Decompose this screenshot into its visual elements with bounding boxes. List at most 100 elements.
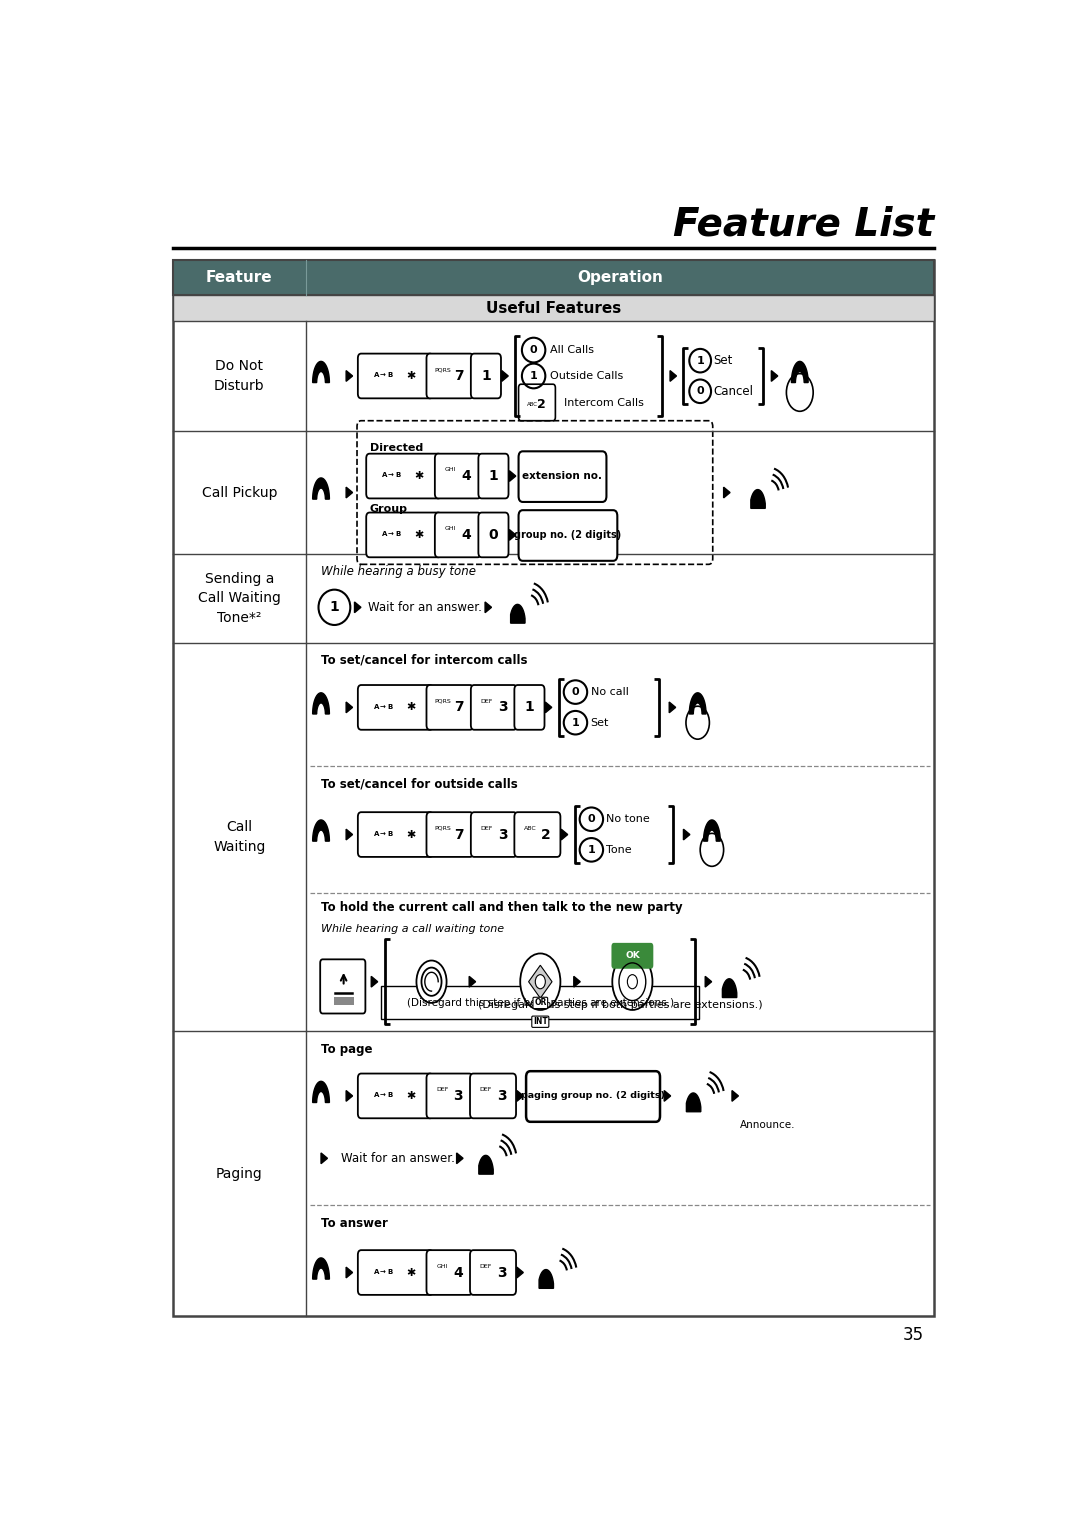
Polygon shape xyxy=(732,1090,739,1101)
Text: Intercom Calls: Intercom Calls xyxy=(564,398,644,408)
Polygon shape xyxy=(573,977,580,988)
Text: OK: OK xyxy=(625,951,639,960)
Polygon shape xyxy=(346,1268,352,1278)
Text: ✱: ✱ xyxy=(415,531,423,540)
FancyBboxPatch shape xyxy=(526,1072,660,1122)
Text: 2: 2 xyxy=(537,398,545,411)
Text: $\mathbf{A{\to}B}$: $\mathbf{A{\to}B}$ xyxy=(373,1268,393,1275)
Ellipse shape xyxy=(522,364,545,388)
Text: DEF: DEF xyxy=(480,1087,492,1092)
Text: DEF: DEF xyxy=(480,1263,492,1269)
Polygon shape xyxy=(670,370,676,381)
Text: To set/cancel for intercom calls: To set/cancel for intercom calls xyxy=(321,654,527,667)
Text: 1: 1 xyxy=(571,717,579,728)
Bar xyxy=(173,260,934,295)
Circle shape xyxy=(417,960,446,1003)
Text: 3: 3 xyxy=(498,827,508,841)
Text: Cancel: Cancel xyxy=(714,385,754,398)
Text: $\mathbf{A{\to}B}$: $\mathbf{A{\to}B}$ xyxy=(381,529,402,538)
Text: GHI: GHI xyxy=(445,526,457,531)
Circle shape xyxy=(521,954,561,1011)
Polygon shape xyxy=(703,820,720,841)
Polygon shape xyxy=(312,693,329,714)
Polygon shape xyxy=(528,965,552,998)
Circle shape xyxy=(612,954,652,1011)
Text: 1: 1 xyxy=(481,368,490,382)
Text: Set: Set xyxy=(591,717,609,728)
Polygon shape xyxy=(751,489,766,508)
Text: $\mathbf{A{\to}B}$: $\mathbf{A{\to}B}$ xyxy=(373,829,393,838)
Ellipse shape xyxy=(580,807,603,832)
Ellipse shape xyxy=(522,338,545,362)
Polygon shape xyxy=(687,1093,701,1112)
FancyBboxPatch shape xyxy=(427,685,473,729)
Circle shape xyxy=(786,373,813,411)
Text: 2: 2 xyxy=(541,827,551,841)
Polygon shape xyxy=(478,1156,494,1174)
Polygon shape xyxy=(539,1269,553,1289)
Circle shape xyxy=(686,706,710,739)
Text: 7: 7 xyxy=(454,368,463,382)
Text: Sending a
Call Waiting
Tone*²: Sending a Call Waiting Tone*² xyxy=(198,572,281,625)
Text: (Disregard this step if both parties are extensions.): (Disregard this step if both parties are… xyxy=(407,998,674,1008)
Text: Feature: Feature xyxy=(206,271,272,286)
Polygon shape xyxy=(517,1268,524,1278)
FancyBboxPatch shape xyxy=(518,384,555,420)
Text: 3: 3 xyxy=(454,1089,463,1102)
Polygon shape xyxy=(312,820,329,841)
Text: 1: 1 xyxy=(525,700,535,714)
Text: ✱: ✱ xyxy=(406,1090,416,1101)
Text: To set/cancel for outside calls: To set/cancel for outside calls xyxy=(321,777,517,790)
Text: 1: 1 xyxy=(488,469,498,483)
FancyBboxPatch shape xyxy=(366,454,442,498)
Polygon shape xyxy=(457,1153,463,1164)
Text: GHI: GHI xyxy=(445,468,457,472)
Ellipse shape xyxy=(564,711,588,734)
FancyBboxPatch shape xyxy=(427,353,473,399)
Polygon shape xyxy=(354,602,361,613)
Polygon shape xyxy=(684,829,690,839)
Text: $\mathbf{A{\to}B}$: $\mathbf{A{\to}B}$ xyxy=(373,702,393,711)
FancyBboxPatch shape xyxy=(478,454,509,498)
Polygon shape xyxy=(312,361,329,382)
Text: DEF: DEF xyxy=(481,699,492,703)
Text: group no. (2 digits): group no. (2 digits) xyxy=(514,531,622,540)
Text: While hearing a busy tone: While hearing a busy tone xyxy=(321,566,476,578)
Text: 3: 3 xyxy=(497,1089,507,1102)
Text: INT: INT xyxy=(532,1017,548,1026)
Text: extension no.: extension no. xyxy=(523,471,603,482)
Text: 7: 7 xyxy=(454,827,463,841)
FancyBboxPatch shape xyxy=(435,512,481,557)
Text: To page: To page xyxy=(321,1043,373,1057)
Polygon shape xyxy=(469,977,475,988)
Text: Wait for an answer.: Wait for an answer. xyxy=(368,601,482,613)
Polygon shape xyxy=(510,471,516,482)
FancyBboxPatch shape xyxy=(320,959,365,1014)
FancyBboxPatch shape xyxy=(514,685,544,729)
FancyBboxPatch shape xyxy=(478,512,509,557)
Circle shape xyxy=(627,974,637,989)
Polygon shape xyxy=(346,829,352,839)
Text: ABC: ABC xyxy=(527,402,538,407)
FancyBboxPatch shape xyxy=(611,943,653,969)
Text: To hold the current call and then talk to the new party: To hold the current call and then talk t… xyxy=(321,901,683,914)
Ellipse shape xyxy=(689,379,711,404)
Text: GHI: GHI xyxy=(436,1263,448,1269)
Polygon shape xyxy=(346,702,352,713)
Text: Feature List: Feature List xyxy=(673,206,934,243)
Text: Call
Waiting: Call Waiting xyxy=(213,820,266,853)
FancyBboxPatch shape xyxy=(357,1073,433,1118)
Ellipse shape xyxy=(564,680,588,703)
FancyBboxPatch shape xyxy=(518,451,607,502)
Polygon shape xyxy=(792,361,808,382)
Polygon shape xyxy=(372,977,378,988)
Circle shape xyxy=(700,833,724,867)
Text: 4: 4 xyxy=(454,1266,463,1280)
Text: ✱: ✱ xyxy=(406,830,416,839)
Text: Paging: Paging xyxy=(216,1167,262,1180)
Text: Announce.: Announce. xyxy=(741,1121,796,1130)
Polygon shape xyxy=(346,370,352,381)
Text: DEF: DEF xyxy=(436,1087,448,1092)
Text: $\mathbf{A{\to}B}$: $\mathbf{A{\to}B}$ xyxy=(373,1090,393,1099)
Text: 35: 35 xyxy=(903,1326,924,1344)
